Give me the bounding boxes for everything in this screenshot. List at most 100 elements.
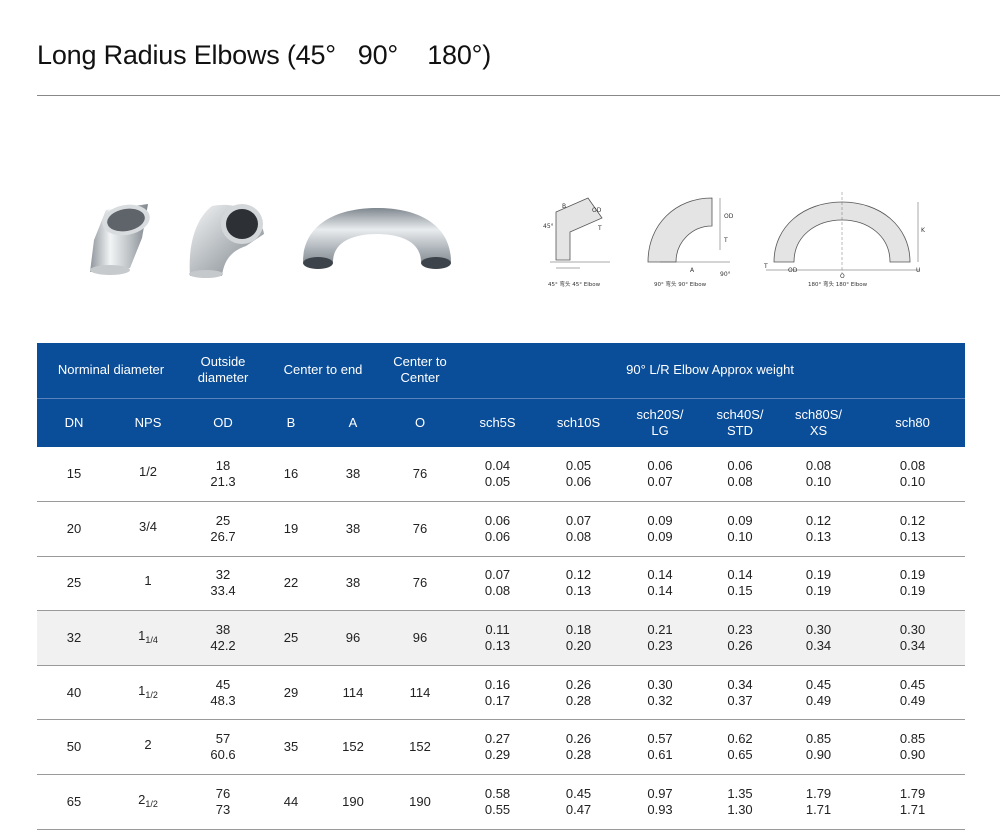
table-row: 25 1 32 33.4 22 38 76 0.07 0.08 0.12 0.13 0… [37,556,966,612]
cell-nps: 11/4 [111,610,186,666]
table-row: 32 11/4 38 42.2 25 96 96 0.11 0.13 0.18 0.2… [37,610,966,666]
header-outside-line1: Outside [200,354,246,370]
cell-dn: 50 [37,719,111,776]
weight-value-1: 0.19 [805,567,832,583]
cell-a: 96 [321,610,386,666]
elbow-90-photo [189,204,264,278]
cell-od: 25 26.7 [185,501,262,557]
weight-value-1: 0.14 [727,567,753,583]
page-title: Long Radius Elbows (45° 90° 180°) [37,40,492,70]
weight-value-2: 1.71 [899,801,926,817]
cell-sch10s: 0.26 0.28 [540,719,618,776]
cell-o: 76 [385,447,456,503]
cell-dn: 15 [37,447,111,503]
weight-value-1: 0.08 [805,458,832,474]
weight-value-2: 0.28 [565,692,592,708]
angle-label: 45° [543,223,554,230]
cell-sch80s: 0.85 0.90 [777,719,861,776]
header-sch40s-line1: sch40S/ [716,406,764,422]
od-value-1: 38 [215,622,231,638]
cell-o: 114 [385,665,456,721]
weight-value-2: 0.13 [565,583,592,599]
weight-value-1: 0.09 [727,512,753,528]
cell-od: 57 60.6 [185,719,262,776]
cell-dn: 40 [37,665,111,721]
cell-a: 38 [321,501,386,557]
cell-a: 190 [321,774,386,830]
cell-sch40s: 0.14 0.15 [703,556,778,612]
header-a: A [321,397,386,447]
weight-value-2: 0.23 [647,638,673,654]
cell-sch20s: 0.14 0.14 [617,556,704,612]
cell-b: 16 [261,447,322,503]
cell-nps: 1 [111,556,186,612]
cell-b: 22 [261,556,322,612]
header-outside-diameter: Outside diameter [185,343,262,398]
cell-sch20s: 0.09 0.09 [617,501,704,557]
cell-sch5s: 0.04 0.05 [455,447,541,503]
od-value-2: 48.3 [210,692,236,708]
cell-sch40s: 0.34 0.37 [703,665,778,721]
nps-whole: 1 [138,628,146,644]
od-value-1: 57 [215,731,231,747]
weight-value-1: 0.45 [805,676,832,692]
od-label: OD [788,267,798,274]
header-sch80s: sch80S/XS [777,397,861,447]
od-value-1: 25 [215,512,231,528]
weight-value-1: 0.06 [727,458,753,474]
elbow-specs-table: Norminal diameter Outside diameter Center… [37,343,966,830]
weight-value-2: 0.07 [647,474,673,490]
t-label: T [597,225,602,232]
cell-sch10s: 0.12 0.13 [540,556,618,612]
drawing-caption: 45° 弯头 45° Elbow [548,280,601,288]
table-row: 50 2 57 60.6 35 152 152 0.27 0.29 0.26 0.28… [37,719,966,776]
cell-sch10s: 0.45 0.47 [540,774,618,830]
weight-value-1: 0.19 [899,567,926,583]
weight-value-1: 0.04 [484,458,511,474]
weight-value-2: 0.47 [565,801,592,817]
cell-sch80s: 0.30 0.34 [777,610,861,666]
weight-value-1: 0.85 [805,731,832,747]
b-label: B [562,203,566,210]
nps-fraction: 1/2 [145,689,158,700]
elbow-45-drawing: 45° OD T B 45° 弯头 45° Elbow [543,197,610,288]
cell-od: 38 42.2 [185,610,262,666]
cell-sch40s: 0.09 0.10 [703,501,778,557]
header-sch80s-line1: sch80S/ [795,406,842,422]
weight-value-2: 0.26 [727,638,753,654]
t-label: T [723,237,728,244]
cell-sch5s: 0.58 0.55 [455,774,541,830]
table-row: 15 1/2 18 21.3 16 38 76 0.04 0.05 0.05 0.06… [37,447,966,503]
weight-value-2: 0.08 [727,474,753,490]
weight-value-1: 0.58 [484,785,511,801]
header-sch10s: sch10S [540,397,618,447]
weight-value-1: 0.07 [484,567,511,583]
weight-value-2: 0.15 [727,583,753,599]
weight-value-2: 0.20 [565,638,592,654]
cell-b: 19 [261,501,322,557]
od-value-1: 32 [215,567,231,583]
cell-sch10s: 0.05 0.06 [540,447,618,503]
od-value-2: 60.6 [210,747,236,763]
table-sub-header-row: DN NPS OD B A O sch5S sch10S sch20S/LG s… [37,397,966,447]
nps-fraction: 1/2 [145,798,158,809]
weight-value-2: 0.90 [805,747,832,763]
cell-dn: 65 [37,774,111,830]
weight-value-2: 0.14 [647,583,673,599]
header-center-line1: Center to [393,354,447,370]
cell-od: 76 73 [185,774,262,830]
u-label: U [916,267,920,274]
od-value-2: 26.7 [210,528,236,544]
table-group-header-row: Norminal diameter Outside diameter Center… [37,343,966,398]
cell-a: 38 [321,556,386,612]
weight-value-1: 0.30 [647,676,673,692]
od-value-2: 33.4 [210,583,236,599]
cell-nps: 2 [111,719,186,776]
cell-sch80: 0.19 0.19 [860,556,966,612]
cell-dn: 32 [37,610,111,666]
weight-value-2: 0.34 [805,638,832,654]
header-sch20s-line2: LG [651,422,669,438]
cell-sch80s: 0.12 0.13 [777,501,861,557]
weight-value-2: 0.61 [647,747,673,763]
cell-sch80s: 0.19 0.19 [777,556,861,612]
